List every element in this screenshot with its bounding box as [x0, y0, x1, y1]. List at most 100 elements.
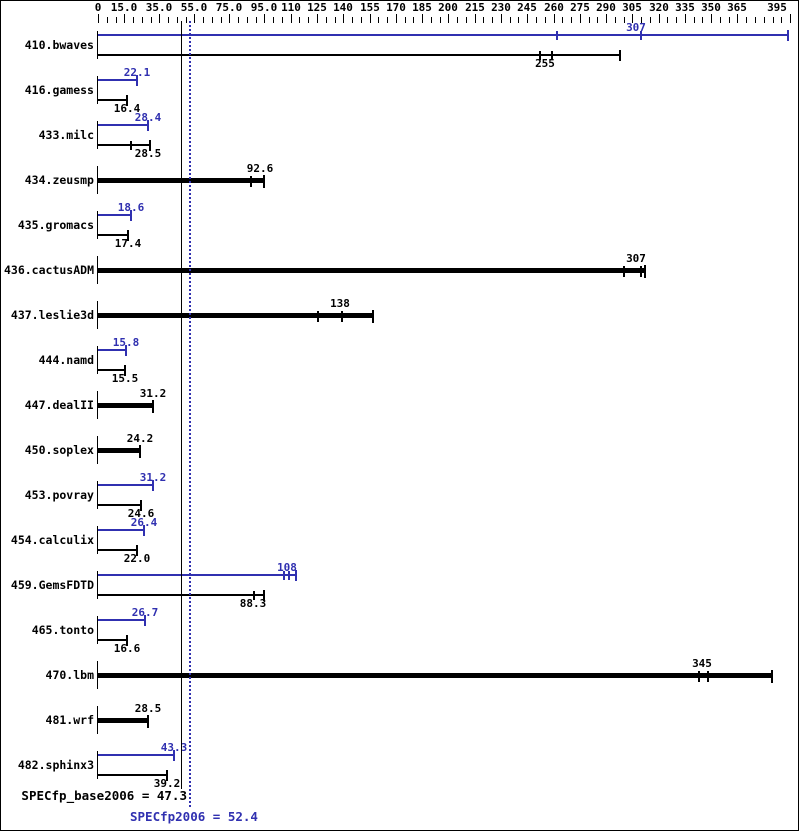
row-axis-bracket	[97, 31, 98, 59]
benchmark-name-label: 453.povray	[24, 488, 94, 502]
bar-end-tick	[140, 499, 142, 511]
benchmark-name-label: 444.namd	[38, 353, 94, 367]
axis-tick-minor	[773, 17, 774, 23]
axis-tick-label: 230	[491, 1, 511, 14]
axis-tick-minor	[151, 17, 152, 23]
axis-tick-major	[229, 14, 230, 23]
peak-bar	[98, 619, 145, 621]
benchmark-name-label: 470.lbm	[45, 668, 94, 682]
axis-tick-major	[580, 14, 581, 23]
bar-end-tick	[295, 569, 297, 581]
run-tick	[698, 670, 700, 682]
row-axis-bracket	[97, 346, 98, 374]
bar-end-tick	[644, 264, 646, 278]
benchmark-name-label: 435.gromacs	[17, 218, 94, 232]
bar-end-tick	[136, 74, 138, 86]
benchmark-name-label: 481.wrf	[45, 713, 94, 727]
axis-tick-label: 75.0	[215, 1, 243, 14]
base-value-label: 88.3	[239, 597, 267, 610]
axis-tick-major	[343, 14, 344, 23]
axis-tick-major	[790, 14, 791, 23]
bar-end-tick	[125, 344, 127, 356]
axis-tick-major	[554, 14, 555, 23]
axis-tick-minor	[247, 17, 248, 23]
bar-end-tick	[126, 94, 128, 106]
run-tick	[539, 50, 541, 60]
axis-tick-major	[527, 14, 528, 23]
row-axis-bracket	[97, 751, 98, 779]
axis-tick-minor	[177, 17, 178, 23]
row-axis-bracket	[97, 526, 98, 554]
axis-tick-minor	[492, 17, 493, 23]
run-tick	[341, 310, 343, 322]
bar-end-tick	[166, 769, 168, 781]
bar-end-tick	[619, 49, 621, 61]
run-tick	[640, 30, 642, 40]
peak-value-label: 108	[277, 561, 297, 574]
axis-tick-major	[291, 14, 292, 23]
peak-bar	[98, 754, 174, 756]
run-tick	[253, 590, 255, 600]
axis-tick-minor	[238, 17, 239, 23]
base-bar	[98, 99, 127, 101]
peak-value-label: 28.4	[134, 111, 162, 124]
axis-tick-minor	[186, 17, 187, 23]
single-value-label: 28.5	[134, 702, 162, 715]
peak-bar	[98, 124, 148, 126]
run-tick	[556, 30, 558, 40]
single-value-label: 138	[330, 297, 350, 310]
axis-tick-minor	[282, 17, 283, 23]
base-value-label: 39.2	[153, 777, 181, 790]
benchmark-name-label: 454.calculix	[10, 533, 94, 547]
bar-end-tick	[263, 174, 265, 188]
axis-tick-label: 35.0	[145, 1, 173, 14]
run-tick	[640, 265, 642, 277]
benchmark-name-label: 410.bwaves	[24, 38, 94, 52]
bar-end-tick	[372, 309, 374, 323]
axis-tick-label: 110	[281, 1, 301, 14]
axis-tick-minor	[510, 17, 511, 23]
axis-tick-label: 245	[517, 1, 537, 14]
axis-tick-major	[737, 14, 738, 23]
peak-value-label: 18.6	[117, 201, 145, 214]
base-bar	[98, 144, 150, 146]
axis-tick-minor	[720, 17, 721, 23]
single-bar	[98, 268, 645, 273]
bar-end-tick	[147, 119, 149, 131]
peak-value-label: 307	[626, 21, 646, 34]
axis-tick-minor	[518, 17, 519, 23]
axis-tick-minor	[378, 17, 379, 23]
bar-end-tick	[173, 749, 175, 761]
axis-tick-label: 15.0	[110, 1, 138, 14]
footer-peak-score: SPECfp2006 = 52.4	[130, 809, 258, 824]
axis-tick-minor	[168, 17, 169, 23]
base-bar	[98, 234, 128, 236]
axis-tick-label: 305	[622, 1, 642, 14]
axis-tick-label: 320	[649, 1, 669, 14]
axis-tick-major	[370, 14, 371, 23]
bar-end-tick	[127, 229, 129, 241]
base-bar	[98, 549, 137, 551]
benchmark-name-label: 450.soplex	[24, 443, 94, 457]
base-bar	[98, 54, 620, 56]
axis-tick-minor	[571, 17, 572, 23]
benchmark-name-label: 416.gamess	[24, 83, 94, 97]
peak-bar	[98, 34, 788, 36]
axis-tick-minor	[361, 17, 362, 23]
benchmark-name-label: 433.milc	[38, 128, 94, 142]
axis-tick-major	[448, 14, 449, 23]
benchmark-name-label: 482.sphinx3	[17, 758, 94, 772]
axis-tick-minor	[221, 17, 222, 23]
axis-tick-minor	[702, 17, 703, 23]
axis-tick-minor	[545, 17, 546, 23]
peak-value-label: 22.1	[123, 66, 151, 79]
axis-tick-minor	[203, 17, 204, 23]
row-axis-bracket	[97, 571, 98, 599]
base-bar	[98, 504, 141, 506]
axis-tick-minor	[781, 17, 782, 23]
axis-tick-major	[632, 14, 633, 23]
axis-tick-minor	[466, 17, 467, 23]
row-axis-bracket	[97, 76, 98, 104]
axis-tick-label: 170	[386, 1, 406, 14]
single-value-label: 307	[626, 252, 646, 265]
